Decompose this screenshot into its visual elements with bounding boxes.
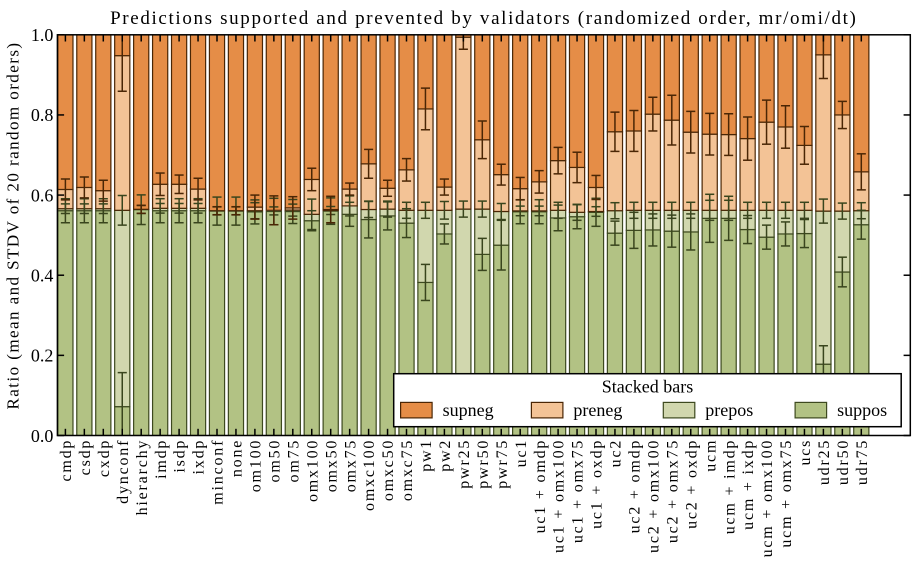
- svg-text:0.6: 0.6: [31, 185, 54, 205]
- svg-text:uc1 + oxdp: uc1 + oxdp: [589, 439, 606, 529]
- svg-text:0.8: 0.8: [31, 105, 54, 125]
- svg-text:preneg: preneg: [573, 400, 622, 420]
- svg-text:udr50: udr50: [835, 439, 852, 485]
- svg-text:ixdp: ixdp: [191, 439, 208, 475]
- svg-text:pw2: pw2: [437, 439, 454, 472]
- svg-text:0.2: 0.2: [31, 346, 54, 366]
- svg-text:om75: om75: [285, 439, 302, 483]
- svg-text:omxc75: omxc75: [399, 439, 416, 501]
- svg-text:uc1: uc1: [513, 439, 530, 468]
- svg-text:udr75: udr75: [854, 439, 871, 485]
- svg-text:uc2 + omdp: uc2 + omdp: [627, 439, 644, 534]
- svg-text:hierarchy: hierarchy: [134, 439, 151, 516]
- svg-text:ucm + omx75: ucm + omx75: [778, 439, 795, 548]
- svg-text:Ratio (mean and STDV of 20 ran: Ratio (mean and STDV of 20 random orders…: [4, 42, 23, 410]
- svg-text:prepos: prepos: [705, 400, 753, 420]
- svg-text:uc1 + omx75: uc1 + omx75: [570, 439, 587, 543]
- svg-text:Stacked bars: Stacked bars: [602, 377, 693, 397]
- svg-text:cmdp: cmdp: [58, 439, 75, 482]
- svg-text:csdp: csdp: [77, 439, 94, 476]
- svg-text:udr25: udr25: [816, 439, 833, 485]
- svg-text:ucm: ucm: [702, 439, 719, 472]
- svg-text:om100: om100: [248, 439, 265, 492]
- svg-text:ucs: ucs: [797, 439, 814, 466]
- svg-text:uc2 + omx100: uc2 + omx100: [645, 439, 662, 553]
- svg-text:pw1: pw1: [418, 439, 435, 472]
- svg-text:suppos: suppos: [837, 400, 887, 420]
- svg-text:0.4: 0.4: [31, 266, 54, 286]
- svg-text:om50: om50: [266, 439, 283, 483]
- svg-text:1.0: 1.0: [31, 25, 54, 45]
- svg-text:uc1 + omdp: uc1 + omdp: [532, 439, 549, 534]
- svg-text:omxc50: omxc50: [380, 439, 397, 501]
- svg-text:pwr25: pwr25: [456, 439, 473, 489]
- svg-text:uc2 + omx75: uc2 + omx75: [664, 439, 681, 543]
- svg-text:Predictions supported and prev: Predictions supported and prevented by v…: [110, 8, 857, 29]
- svg-text:imdp: imdp: [153, 439, 170, 479]
- svg-text:omxc100: omxc100: [361, 439, 378, 511]
- svg-text:none: none: [229, 439, 246, 477]
- svg-text:uc2: uc2: [608, 439, 625, 468]
- svg-text:ucm + imdp: ucm + imdp: [721, 439, 738, 534]
- svg-text:cxdp: cxdp: [96, 439, 113, 477]
- svg-text:ucm + ixdp: ucm + ixdp: [740, 439, 757, 530]
- svg-text:pwr75: pwr75: [494, 439, 511, 489]
- svg-text:omx75: omx75: [342, 439, 359, 492]
- svg-text:uc2 + oxdp: uc2 + oxdp: [683, 439, 700, 529]
- svg-text:ucm + omx100: ucm + omx100: [759, 439, 776, 558]
- svg-text:0.0: 0.0: [31, 426, 54, 446]
- svg-text:minconf: minconf: [210, 439, 227, 505]
- svg-text:omx100: omx100: [304, 439, 321, 502]
- svg-text:pwr50: pwr50: [475, 439, 492, 489]
- svg-text:supneg: supneg: [443, 400, 494, 420]
- svg-text:omx50: omx50: [323, 439, 340, 492]
- svg-text:isdp: isdp: [172, 439, 189, 473]
- svg-text:dynconf: dynconf: [115, 439, 132, 504]
- svg-text:uc1 + omx100: uc1 + omx100: [551, 439, 568, 553]
